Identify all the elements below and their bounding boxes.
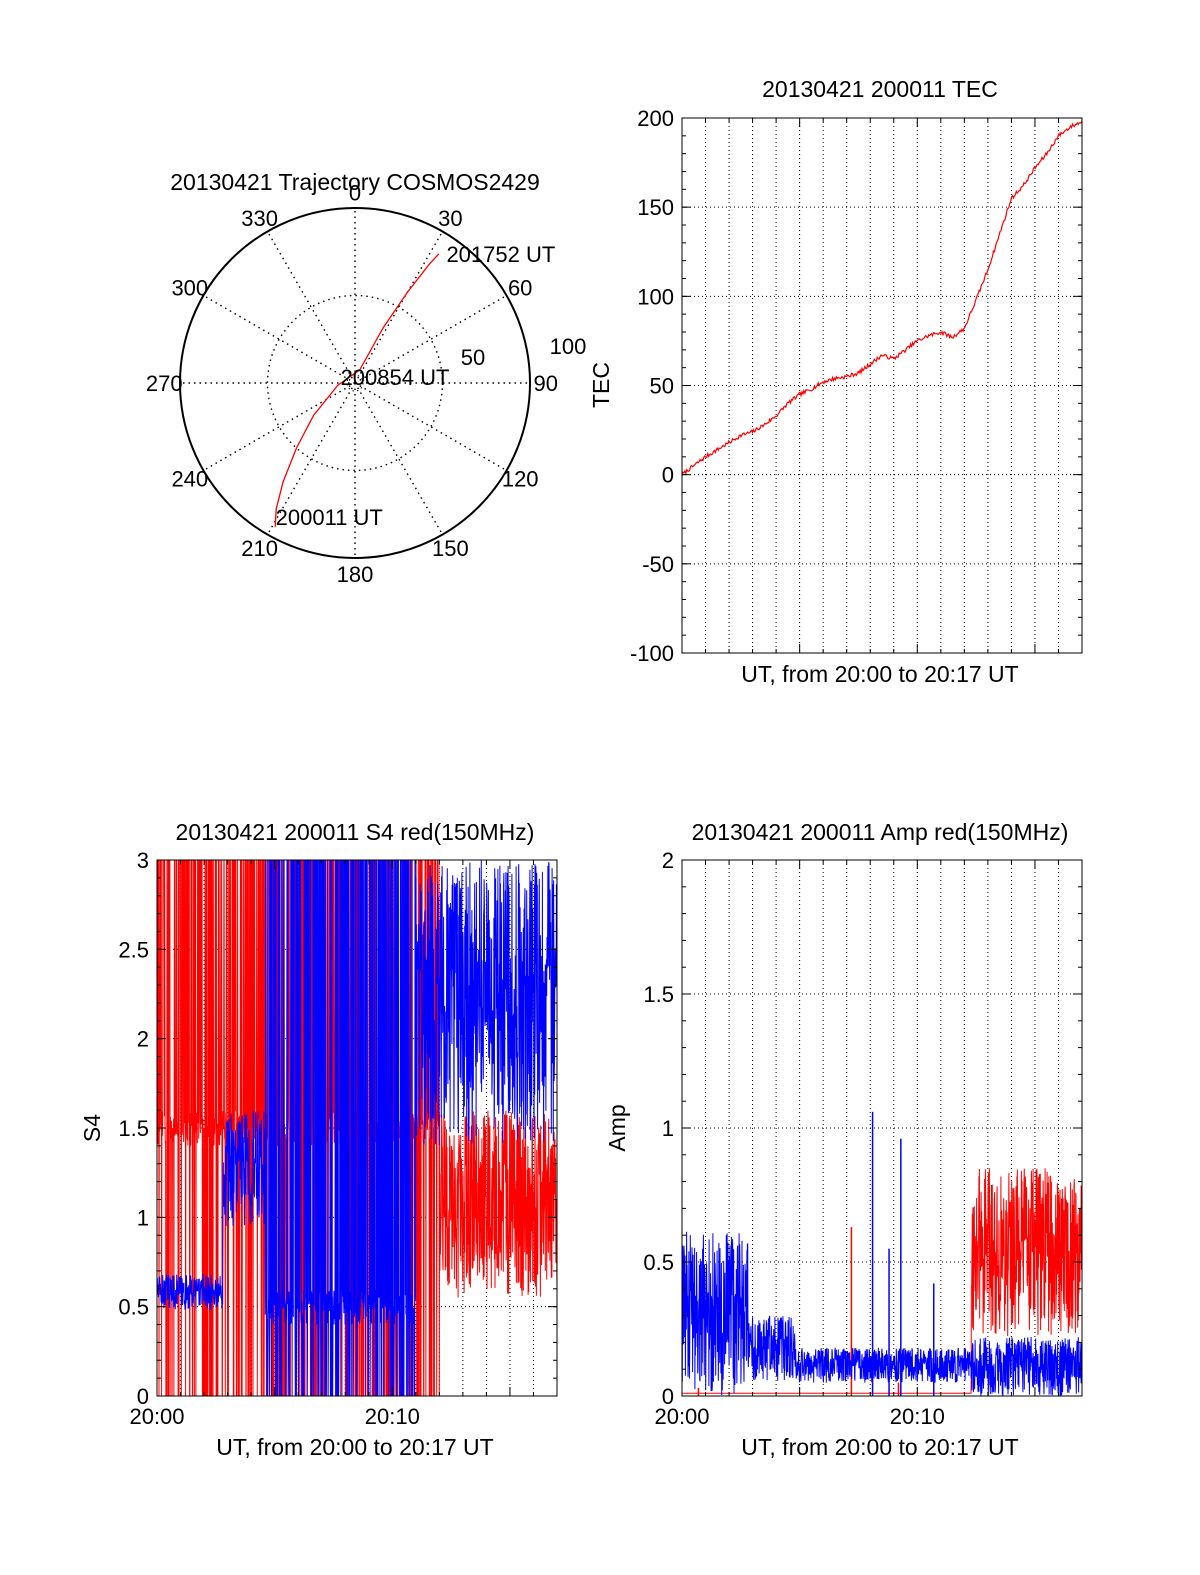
y-tick-label: 0 bbox=[137, 1384, 149, 1409]
trajectory-time-label: 201752 UT bbox=[446, 242, 555, 267]
y-tick-label: 0.5 bbox=[643, 1250, 674, 1275]
y-tick-label: 2.5 bbox=[118, 937, 149, 962]
tec-xlabel: UT, from 20:00 to 20:17 UT bbox=[741, 661, 1018, 687]
tec-series bbox=[681, 120, 1083, 476]
y-tick-label: 50 bbox=[650, 374, 674, 399]
y-tick-label: 2 bbox=[137, 1027, 149, 1052]
x-tick-label: 20:00 bbox=[129, 1404, 184, 1429]
tec-panel: 20130421 200011 TEC -100-50050100150200 … bbox=[588, 76, 1083, 687]
polar-azimuth-label: 210 bbox=[241, 536, 278, 561]
x-tick-label: 20:00 bbox=[654, 1404, 709, 1429]
polar-azimuth-label: 270 bbox=[146, 371, 183, 396]
polar-azimuth-label: 240 bbox=[171, 466, 208, 491]
y-tick-label: -100 bbox=[630, 641, 674, 666]
y-tick-label: 2 bbox=[662, 848, 674, 873]
s4-ylabel: S4 bbox=[79, 1114, 105, 1142]
polar-center-ring bbox=[346, 374, 364, 392]
trajectory-panel: 20130421 Trajectory COSMOS2429 0 30 60 90 12… bbox=[146, 169, 586, 587]
y-tick-label: 0 bbox=[662, 463, 674, 488]
polar-series bbox=[274, 253, 440, 527]
trajectory-time-label: 200011 UT bbox=[276, 505, 383, 530]
polar-radial-label: 50 bbox=[461, 345, 485, 370]
polar-azimuth-label: 150 bbox=[432, 536, 469, 561]
polar-azimuth-label: 60 bbox=[508, 276, 532, 301]
x-tick-label: 20:10 bbox=[365, 1404, 420, 1429]
polar-azimuth-label: 330 bbox=[241, 206, 278, 231]
tec-ylabel: TEC bbox=[588, 362, 614, 408]
y-tick-label: 0 bbox=[662, 1384, 674, 1409]
s4-ticks: 0 0.5 1 1.5 2 2.5 3 20:00 20:10 bbox=[118, 848, 558, 1429]
amp-xlabel: UT, from 20:00 to 20:17 UT bbox=[741, 1434, 1018, 1460]
y-tick-label: 1 bbox=[137, 1205, 149, 1230]
polar-outer-ring bbox=[179, 207, 531, 559]
s4-xlabel: UT, from 20:00 to 20:17 UT bbox=[216, 1434, 493, 1460]
tec-title: 20130421 200011 TEC bbox=[762, 76, 998, 102]
amp-series bbox=[681, 1111, 1083, 1396]
s4-title: 20130421 200011 S4 red(150MHz) bbox=[176, 819, 535, 845]
y-tick-label: 0.5 bbox=[118, 1295, 149, 1320]
series-trace bbox=[681, 1231, 1083, 1396]
polar-annotations: 201752 UT 200854 UT 200011 UT bbox=[276, 242, 556, 530]
trajectory-line bbox=[274, 253, 440, 527]
y-tick-label: 1.5 bbox=[118, 1116, 149, 1141]
y-tick-label: 1 bbox=[662, 1116, 674, 1141]
y-tick-label: 150 bbox=[637, 195, 674, 220]
polar-azimuth-label: 30 bbox=[438, 206, 462, 231]
tec-line bbox=[681, 120, 1083, 476]
amp-ylabel: Amp bbox=[604, 1104, 630, 1151]
series-trace bbox=[682, 1168, 1083, 1394]
tec-ticks: -100 -50 0 50 100 150 200 bbox=[630, 106, 1083, 666]
x-tick-label: 20:10 bbox=[890, 1404, 945, 1429]
polar-azimuth-label: 0 bbox=[349, 180, 361, 205]
y-tick-label: 1.5 bbox=[643, 982, 674, 1007]
amp-grid bbox=[682, 860, 1082, 1396]
trajectory-title: 20130421 Trajectory COSMOS2429 bbox=[170, 169, 539, 195]
s4-panel: 20130421 200011 S4 red(150MHz) 0 0.5 1 1.5 2… bbox=[79, 819, 558, 1460]
polar-azimuth-label: 120 bbox=[502, 466, 539, 491]
tec-grid bbox=[682, 118, 1082, 653]
polar-radial-label: 100 bbox=[550, 334, 587, 359]
amp-ticks: 0 0.5 1 1.5 2 20:00 20:10 bbox=[643, 848, 1083, 1429]
trajectory-time-label: 200854 UT bbox=[341, 365, 450, 390]
polar-grid bbox=[179, 207, 531, 559]
amp-panel: 20130421 200011 Amp red(150MHz) 0 0.5 1 1.5… bbox=[604, 819, 1083, 1460]
polar-grid-ring bbox=[266, 294, 444, 472]
polar-azimuth-label: 300 bbox=[171, 276, 208, 301]
y-tick-label: -50 bbox=[642, 552, 674, 577]
polar-labels: 0 30 60 90 120 150 180 210 240 270 300 330 50 100 bbox=[146, 180, 586, 587]
polar-azimuth-label: 90 bbox=[534, 371, 558, 396]
amp-title: 20130421 200011 Amp red(150MHz) bbox=[692, 819, 1069, 845]
y-tick-label: 100 bbox=[637, 284, 674, 309]
y-tick-label: 3 bbox=[137, 848, 149, 873]
y-tick-label: 200 bbox=[637, 106, 674, 131]
polar-azimuth-label: 180 bbox=[337, 562, 374, 587]
